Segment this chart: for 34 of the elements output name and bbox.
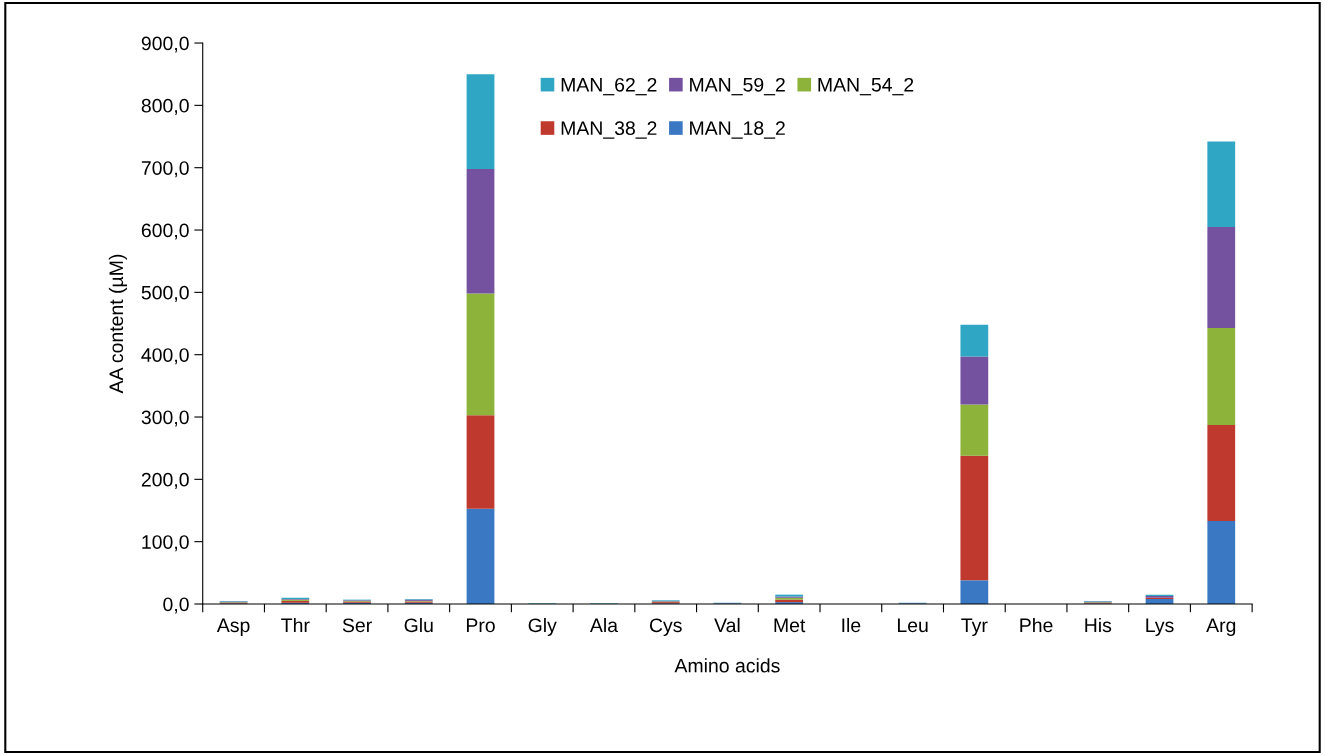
y-tick-label: 700,0	[141, 161, 189, 178]
x-axis-title: Amino acids	[674, 658, 780, 673]
x-tick-label: Tyr	[961, 618, 988, 637]
x-tick-label: Lys	[1146, 618, 1174, 637]
y-tick-label: 200,0	[141, 472, 189, 489]
x-tick-label: Ala	[589, 617, 619, 633]
x-tick-label: Ile	[842, 617, 861, 633]
x-tick-label: Arg	[1206, 618, 1236, 637]
x-tick-label: Val	[714, 617, 740, 633]
legend-label: MAN_59_2	[690, 77, 785, 96]
y-tick-label: 600,0	[141, 223, 189, 240]
legend-label: MAN_54_2	[818, 77, 914, 96]
x-tick-label: Gly	[528, 617, 557, 637]
y-axis-title: AA content (µM)	[108, 254, 127, 394]
y-tick-label: 100,0	[142, 535, 189, 552]
y-tick-label: 500,0	[141, 285, 189, 302]
legend-label: MAN_18_2	[690, 121, 785, 139]
y-tick-label: 400,0	[141, 348, 189, 365]
x-tick-label: Leu	[897, 618, 928, 633]
y-tick-label: 900,0	[141, 36, 189, 53]
x-tick-label: Glu	[404, 617, 433, 633]
x-tick-label: His	[1085, 617, 1112, 633]
x-tick-label: Met	[774, 618, 806, 633]
x-tick-label: Phe	[1020, 617, 1053, 633]
legend-label: MAN_62_2	[561, 77, 657, 96]
x-tick-label: Thr	[281, 617, 310, 632]
x-tick-label: Ser	[342, 618, 372, 633]
x-tick-label: Asp	[216, 618, 250, 637]
x-tick-label: Cys	[649, 618, 682, 637]
x-tick-label: Pro	[466, 618, 495, 633]
legend-label: MAN_38_2	[561, 121, 657, 139]
y-tick-label: 0,0	[163, 597, 189, 614]
y-tick-label: 300,0	[141, 410, 189, 427]
y-tick-label: 800,0	[141, 98, 189, 115]
